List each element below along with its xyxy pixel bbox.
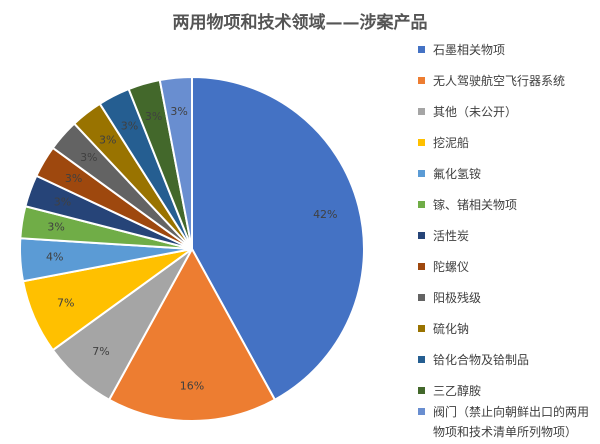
legend-swatch	[418, 232, 425, 239]
slice-data-label-10: 3%	[99, 133, 116, 146]
legend-item-11: 铪化合物及铪制品	[418, 350, 598, 370]
slice-data-label-5: 4%	[46, 251, 63, 264]
chart-title: 两用物项和技术领域——涉案产品	[172, 13, 428, 33]
legend-swatch	[418, 356, 425, 363]
pie-slice-2	[107, 246, 277, 422]
legend-label: 挖泥船	[433, 136, 470, 150]
slice-data-label-12: 3%	[145, 110, 162, 123]
legend-swatch	[418, 387, 425, 394]
legend-label: 其他（未公开）	[433, 105, 518, 119]
pie-slice-13	[158, 75, 193, 250]
legend-label: 阳极残级	[433, 291, 482, 305]
legend-item-13: 阀门（禁止向朝鲜出口的两用物项和技术清单所列物项）	[418, 402, 598, 442]
legend-item-1: 石墨相关物项	[418, 40, 598, 60]
legend-swatch	[418, 139, 425, 146]
slice-data-label-4: 7%	[57, 297, 74, 310]
legend-label: 陀螺仪	[433, 260, 470, 274]
legend-swatch	[418, 46, 425, 53]
pie-chart: 42%16%7%7%4%3%3%3%3%3%3%3% 3%	[19, 75, 365, 422]
legend-swatch	[418, 77, 425, 84]
slice-data-label-6: 3%	[47, 221, 64, 234]
slice-data-label-1: 42%	[313, 208, 337, 221]
legend-item-2: 无人驾驶航空飞行器系统	[418, 71, 598, 91]
legend-item-9: 阳极残级	[418, 288, 598, 308]
legend-item-4: 挖泥船	[418, 133, 598, 153]
legend-swatch	[418, 408, 425, 415]
legend-label: 活性炭	[433, 229, 470, 243]
legend-label: 阀门（禁止向朝鲜出口的两用物项和技术清单所列物项）	[433, 405, 590, 439]
legend-item-3: 其他（未公开）	[418, 102, 598, 122]
pie-slice-1	[191, 75, 365, 402]
legend-swatch	[418, 325, 425, 332]
legend-label: 石墨相关物项	[433, 43, 506, 57]
legend-item-7: 活性炭	[418, 226, 598, 246]
legend-item-12: 三乙醇胺	[418, 381, 598, 401]
slice-data-label-8: 3%	[65, 172, 82, 185]
legend-swatch	[418, 263, 425, 270]
slice-data-label-9: 3%	[80, 151, 97, 164]
legend-item-5: 氟化氢铵	[418, 164, 598, 184]
legend-label: 氟化氢铵	[433, 167, 482, 181]
legend-label: 铪化合物及铪制品	[433, 353, 530, 367]
legend-item-8: 陀螺仪	[418, 257, 598, 277]
legend-label: 三乙醇胺	[433, 384, 482, 398]
legend-item-10: 硫化钠	[418, 319, 598, 339]
slice-data-label-7: 3%	[54, 195, 71, 208]
slice-data-label-2: 16%	[180, 380, 204, 393]
slice-data-label-11: 3%	[121, 119, 138, 132]
legend-swatch	[418, 294, 425, 301]
legend-swatch	[418, 201, 425, 208]
legend-swatch	[418, 170, 425, 177]
legend-swatch	[418, 108, 425, 115]
slice-data-label-13: 3%	[170, 105, 187, 118]
legend-label: 无人驾驶航空飞行器系统	[433, 74, 566, 88]
legend-label: 硫化钠	[433, 322, 470, 336]
legend-item-6: 镓、锗相关物项	[418, 195, 598, 215]
legend-label: 镓、锗相关物项	[433, 198, 518, 212]
slice-data-label-3: 7%	[92, 345, 109, 358]
